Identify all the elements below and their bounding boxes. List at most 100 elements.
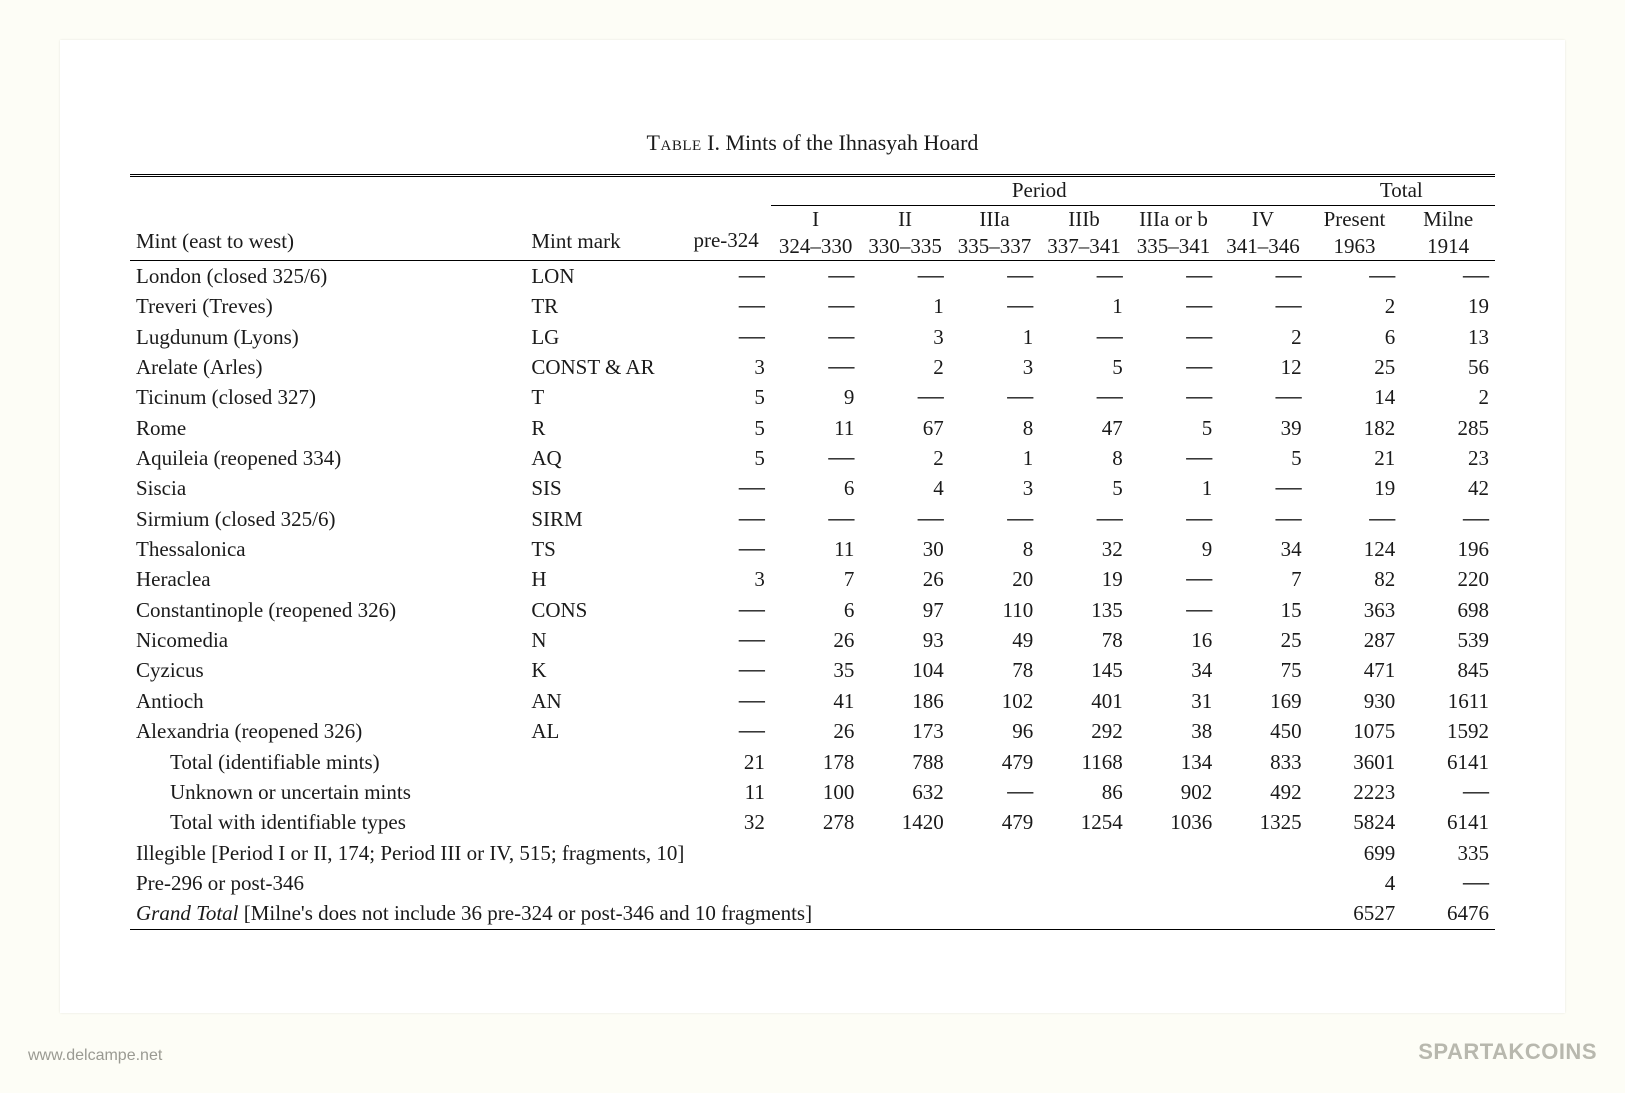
cell: 2 bbox=[860, 443, 949, 473]
cell: 34 bbox=[1218, 534, 1307, 564]
cell: SIS bbox=[525, 473, 681, 503]
total-subheader: 1914 bbox=[1401, 233, 1495, 261]
cell bbox=[525, 777, 681, 807]
cell: 363 bbox=[1308, 595, 1402, 625]
cell: 5 bbox=[1039, 473, 1128, 503]
cell: — bbox=[681, 655, 770, 685]
cell: 8 bbox=[950, 534, 1039, 564]
period-header: IIIa or b bbox=[1129, 206, 1218, 234]
cell: 902 bbox=[1129, 777, 1218, 807]
cell: CONS bbox=[525, 595, 681, 625]
cell: — bbox=[950, 291, 1039, 321]
cell: 67 bbox=[860, 413, 949, 443]
cell: 82 bbox=[1308, 564, 1402, 594]
table-row: RomeR51167847539182285 bbox=[130, 413, 1495, 443]
period-header: IIIb bbox=[1039, 206, 1128, 234]
cell: 6141 bbox=[1401, 747, 1495, 777]
cell: Pre-296 or post-346 bbox=[130, 868, 1308, 898]
table-row: Lugdunum (Lyons)LG——31——2613 bbox=[130, 322, 1495, 352]
cell: — bbox=[950, 777, 1039, 807]
cell: — bbox=[950, 382, 1039, 412]
cell: 2223 bbox=[1308, 777, 1402, 807]
cell: Unknown or uncertain mints bbox=[130, 777, 525, 807]
cell: Siscia bbox=[130, 473, 525, 503]
cell: 56 bbox=[1401, 352, 1495, 382]
cell: 9 bbox=[1129, 534, 1218, 564]
cell: TR bbox=[525, 291, 681, 321]
cell: 19 bbox=[1308, 473, 1402, 503]
cell: 182 bbox=[1308, 413, 1402, 443]
table-row: ThessalonicaTS—1130832934124196 bbox=[130, 534, 1495, 564]
cell: LON bbox=[525, 261, 681, 292]
cell: N bbox=[525, 625, 681, 655]
cell: Arelate (Arles) bbox=[130, 352, 525, 382]
cell: 8 bbox=[1039, 443, 1128, 473]
cell: AN bbox=[525, 686, 681, 716]
cell: 25 bbox=[1308, 352, 1402, 382]
cell: 20 bbox=[950, 564, 1039, 594]
table-row: Constantinople (reopened 326)CONS—697110… bbox=[130, 595, 1495, 625]
table-row: Treveri (Treves)TR——1—1——219 bbox=[130, 291, 1495, 321]
cell: 32 bbox=[681, 807, 770, 837]
cell: — bbox=[1039, 504, 1128, 534]
cell: 5 bbox=[681, 382, 770, 412]
cell: — bbox=[681, 595, 770, 625]
cell: 1 bbox=[1039, 291, 1128, 321]
cell: 135 bbox=[1039, 595, 1128, 625]
cell: — bbox=[1218, 291, 1307, 321]
cell: 539 bbox=[1401, 625, 1495, 655]
period-subheader: 337–341 bbox=[1039, 233, 1128, 261]
cell: Heraclea bbox=[130, 564, 525, 594]
table-row: Arelate (Arles)CONST & AR3—235—122556 bbox=[130, 352, 1495, 382]
cell: T bbox=[525, 382, 681, 412]
cell: 5 bbox=[681, 413, 770, 443]
cell: 75 bbox=[1218, 655, 1307, 685]
table-body: London (closed 325/6)LON—————————Treveri… bbox=[130, 261, 1495, 930]
cell: 25 bbox=[1218, 625, 1307, 655]
period-header: IV bbox=[1218, 206, 1307, 234]
cell: 31 bbox=[1129, 686, 1218, 716]
cell: — bbox=[681, 534, 770, 564]
cell: — bbox=[681, 322, 770, 352]
cell: 178 bbox=[771, 747, 860, 777]
cell: Lugdunum (Lyons) bbox=[130, 322, 525, 352]
cell: — bbox=[681, 625, 770, 655]
cell: 96 bbox=[950, 716, 1039, 746]
cell: 3 bbox=[681, 352, 770, 382]
cell: 833 bbox=[1218, 747, 1307, 777]
cell: 1 bbox=[950, 322, 1039, 352]
cell: — bbox=[1401, 504, 1495, 534]
period-header: I bbox=[771, 206, 860, 234]
cell: 3 bbox=[950, 473, 1039, 503]
cell: 3601 bbox=[1308, 747, 1402, 777]
summary-row: Unknown or uncertain mints11100632—86902… bbox=[130, 777, 1495, 807]
cell: — bbox=[771, 352, 860, 382]
cell: 7 bbox=[771, 564, 860, 594]
cell: — bbox=[681, 473, 770, 503]
cell: 39 bbox=[1218, 413, 1307, 443]
summary-row: Total (identifiable mints)21178788479116… bbox=[130, 747, 1495, 777]
cell: — bbox=[950, 261, 1039, 292]
cell: 5 bbox=[1218, 443, 1307, 473]
footer-watermark: SPARTAKCOINS bbox=[1418, 1039, 1597, 1065]
cell: 1420 bbox=[860, 807, 949, 837]
table-row: Sirmium (closed 325/6)SIRM————————— bbox=[130, 504, 1495, 534]
cell: 102 bbox=[950, 686, 1039, 716]
cell: — bbox=[1401, 777, 1495, 807]
cell: 124 bbox=[1308, 534, 1402, 564]
cell: 26 bbox=[771, 716, 860, 746]
cell: 134 bbox=[1129, 747, 1218, 777]
cell: 93 bbox=[860, 625, 949, 655]
table-row: London (closed 325/6)LON————————— bbox=[130, 261, 1495, 292]
cell: 1075 bbox=[1308, 716, 1402, 746]
col-mark: Mint mark bbox=[525, 176, 681, 261]
cell: — bbox=[681, 716, 770, 746]
cell: — bbox=[1129, 382, 1218, 412]
cell: 100 bbox=[771, 777, 860, 807]
cell: 1 bbox=[860, 291, 949, 321]
cell: 292 bbox=[1039, 716, 1128, 746]
cell: 1325 bbox=[1218, 807, 1307, 837]
cell: — bbox=[1218, 473, 1307, 503]
cell: 1592 bbox=[1401, 716, 1495, 746]
col-group-period: Period bbox=[771, 176, 1308, 206]
